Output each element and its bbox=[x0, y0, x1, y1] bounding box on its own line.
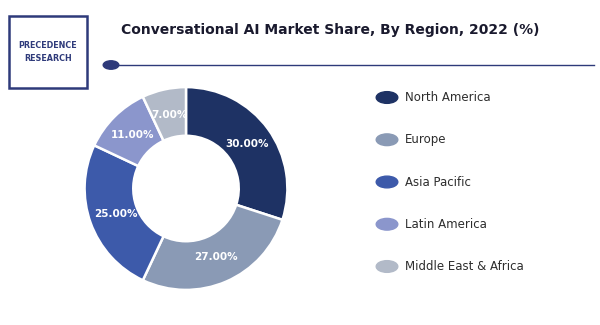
Text: North America: North America bbox=[405, 91, 491, 104]
Text: Asia Pacific: Asia Pacific bbox=[405, 176, 471, 188]
Text: Europe: Europe bbox=[405, 133, 446, 146]
Text: Middle East & Africa: Middle East & Africa bbox=[405, 260, 524, 273]
Text: PRECEDENCE
RESEARCH: PRECEDENCE RESEARCH bbox=[19, 41, 77, 63]
Text: 25.00%: 25.00% bbox=[94, 209, 137, 219]
Wedge shape bbox=[143, 205, 283, 290]
Wedge shape bbox=[94, 97, 164, 166]
Text: 27.00%: 27.00% bbox=[194, 253, 238, 262]
Text: Latin America: Latin America bbox=[405, 218, 487, 231]
Text: 7.00%: 7.00% bbox=[151, 110, 188, 120]
Text: Conversational AI Market Share, By Region, 2022 (%): Conversational AI Market Share, By Regio… bbox=[121, 23, 539, 37]
Wedge shape bbox=[85, 145, 164, 280]
Text: 30.00%: 30.00% bbox=[225, 139, 268, 150]
Text: 11.00%: 11.00% bbox=[111, 130, 155, 140]
FancyBboxPatch shape bbox=[10, 16, 86, 88]
Wedge shape bbox=[143, 87, 186, 141]
Wedge shape bbox=[186, 87, 287, 220]
